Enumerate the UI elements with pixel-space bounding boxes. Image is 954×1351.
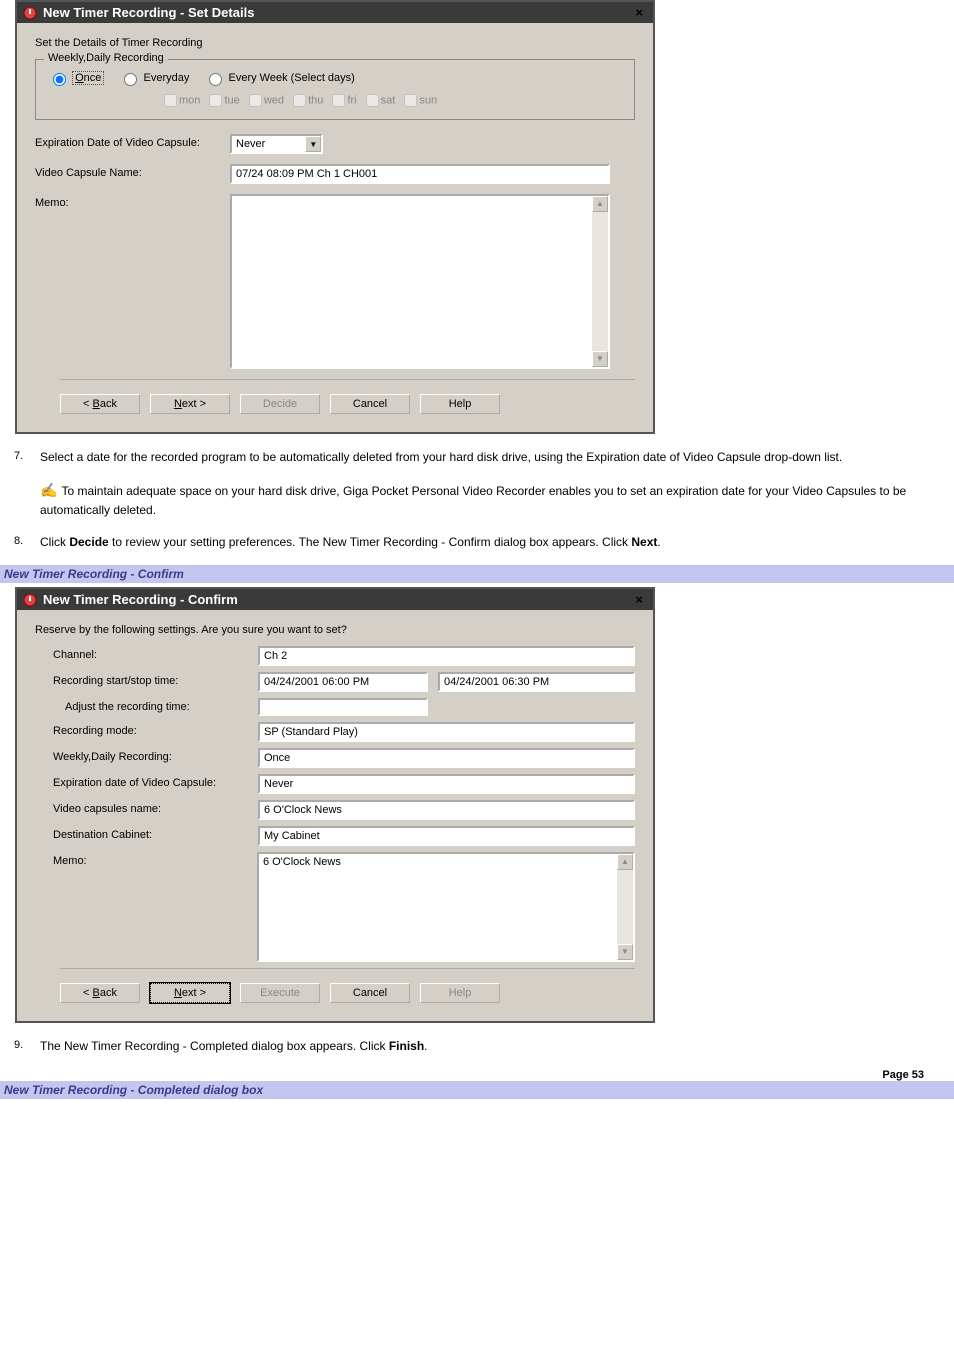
chevron-down-icon[interactable]: ▼ [305,136,321,152]
expiration-dropdown[interactable]: Never ▼ [230,134,323,154]
back-button[interactable]: < Back [60,394,140,414]
day-checkboxes: mon tue wed thu fri sat sun [158,94,622,107]
channel-label: Channel: [53,646,258,661]
expiration-value: Never [232,138,305,150]
button-row-confirm: < Back Next > Execute Cancel Help [60,968,635,1003]
weekly-value: Once [258,748,635,768]
button-row: < Back Next > Decide Cancel Help [60,379,635,414]
startstop-label: Recording start/stop time: [53,672,258,687]
step-9: 9. The New Timer Recording - Completed d… [14,1037,940,1055]
expiration-label: Expiration Date of Video Capsule: [35,134,230,149]
scroll-down-icon[interactable]: ▼ [592,351,608,367]
instruction-text: Set the Details of Timer Recording [35,37,635,49]
help-button: Help [420,983,500,1003]
group-legend: Weekly,Daily Recording [44,52,168,64]
check-mon [164,94,177,107]
scroll-down-icon[interactable]: ▼ [617,944,633,960]
help-button[interactable]: Help [420,394,500,414]
step-7: 7. Select a date for the recorded progra… [14,448,940,466]
scroll-up-icon[interactable]: ▲ [592,196,608,212]
capsule-name-input[interactable]: 07/24 08:09 PM Ch 1 CH001 [230,164,610,184]
back-button[interactable]: < Back [60,983,140,1003]
close-icon[interactable]: × [631,5,647,20]
step-7-text: Select a date for the recorded program t… [40,448,842,466]
step-9-text: The New Timer Recording - Completed dial… [40,1037,428,1055]
check-thu [293,94,306,107]
close-icon[interactable]: × [631,592,647,607]
step-7-num: 7. [14,448,40,466]
step-8-num: 8. [14,533,40,551]
decide-button: Decide [240,394,320,414]
stop-time-value: 04/24/2001 06:30 PM [438,672,635,692]
next-button[interactable]: Next > [150,394,230,414]
check-tue [209,94,222,107]
channel-value: Ch 2 [258,646,635,666]
cancel-button[interactable]: Cancel [330,983,410,1003]
dest-label: Destination Cabinet: [53,826,258,841]
dialog-confirm: New Timer Recording - Confirm × Reserve … [15,587,655,1023]
radio-row: Once Everyday Every Week (Select days) [48,70,622,86]
scroll-up-icon[interactable]: ▲ [617,854,633,870]
cancel-button[interactable]: Cancel [330,394,410,414]
start-time-value: 04/24/2001 06:00 PM [258,672,428,692]
radio-everyweek[interactable]: Every Week (Select days) [204,72,354,84]
check-sun [404,94,417,107]
next-button[interactable]: Next > [150,983,230,1003]
memo2-value: 6 O'Clock News [259,854,617,960]
mode-value: SP (Standard Play) [258,722,635,742]
titlebar: New Timer Recording - Set Details × [17,2,653,23]
memo2-box: 6 O'Clock News ▲ ▼ [257,852,635,962]
check-fri [332,94,345,107]
section-header-confirm: New Timer Recording - Confirm [0,565,954,583]
adjust-label: Adjust the recording time: [53,698,258,713]
app-icon [23,593,37,607]
pencil-icon: ✍ [40,482,57,498]
weekly-group: Weekly,Daily Recording Once Everyday Eve… [35,59,635,120]
app-icon [23,6,37,20]
radio-everyday[interactable]: Everyday [119,72,189,84]
execute-button: Execute [240,983,320,1003]
memo2-label: Memo: [53,852,257,867]
exp-value: Never [258,774,635,794]
section-header-completed: New Timer Recording - Completed dialog b… [0,1081,954,1099]
step-8: 8. Click Decide to review your setting p… [14,533,940,551]
exp-label: Expiration date of Video Capsule: [53,774,258,789]
mode-label: Recording mode: [53,722,258,737]
dialog-title: New Timer Recording - Set Details [43,5,254,20]
capname-value: 6 O'Clock News [258,800,635,820]
page-number: Page 53 [0,1069,954,1081]
note-text: ✍To maintain adequate space on your hard… [40,480,954,519]
check-wed [249,94,262,107]
capsule-name-label: Video Capsule Name: [35,164,230,179]
titlebar-confirm: New Timer Recording - Confirm × [17,589,653,610]
memo-label: Memo: [35,194,230,209]
dest-value: My Cabinet [258,826,635,846]
weekly-label: Weekly,Daily Recording: [53,748,258,763]
adjust-value [258,698,428,716]
step-9-num: 9. [14,1037,40,1055]
capname-label: Video capsules name: [53,800,258,815]
step-8-text: Click Decide to review your setting pref… [40,533,661,551]
check-sat [366,94,379,107]
memo-textarea[interactable]: ▲ ▼ [230,194,610,369]
memo-scrollbar[interactable]: ▲ ▼ [592,196,608,367]
memo2-scrollbar[interactable]: ▲ ▼ [617,854,633,960]
dialog-set-details: New Timer Recording - Set Details × Set … [15,0,655,434]
dialog-confirm-title: New Timer Recording - Confirm [43,592,238,607]
confirm-instruction: Reserve by the following settings. Are y… [35,624,635,636]
radio-once[interactable]: Once [48,72,104,84]
